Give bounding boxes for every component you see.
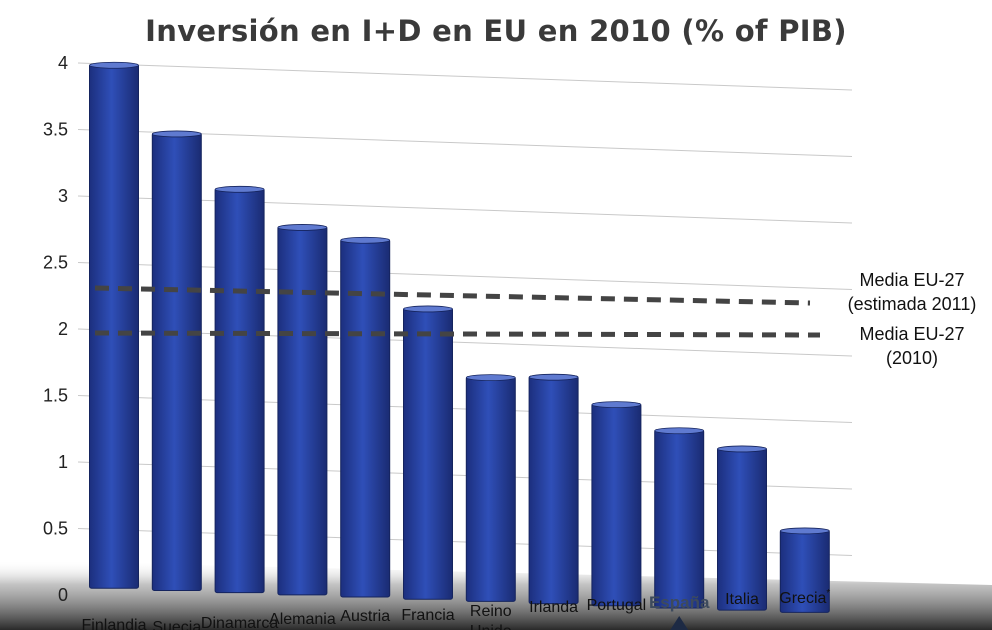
bar-top — [465, 374, 516, 382]
bar-reino-unido — [465, 374, 516, 602]
y-tick-label: 1 — [58, 452, 68, 472]
x-tick-label: Irlanda — [529, 599, 578, 616]
bar — [591, 403, 642, 607]
bar-francia — [403, 305, 453, 600]
y-tick-label: 2.5 — [43, 253, 68, 273]
y-tick-label: 1.5 — [43, 386, 68, 406]
reference-line — [94, 330, 821, 338]
bar — [214, 187, 265, 594]
reference-line-label: (2010) — [886, 348, 938, 368]
bar-top — [89, 61, 139, 69]
bar — [465, 376, 516, 602]
reference-line-label: Media EU-27 — [859, 270, 964, 290]
bar-suecia — [151, 130, 202, 591]
bar-top — [654, 427, 705, 435]
x-tick-label: Francia — [401, 607, 454, 624]
bar — [89, 63, 139, 589]
x-tick-label: Grecia* — [779, 588, 830, 607]
gridline — [77, 62, 853, 91]
bar-top — [151, 130, 202, 138]
reference-line-label: (estimada 2011) — [848, 294, 977, 314]
gridline — [77, 129, 853, 157]
bar-top — [403, 305, 453, 313]
gridline — [77, 395, 853, 423]
bar — [277, 225, 328, 596]
y-axis-ticks: 0 0.5 1 1.5 2 2.5 3 3.5 4 — [43, 53, 68, 605]
gridline — [77, 328, 853, 357]
bar-top — [214, 185, 265, 193]
x-tick-label: Portugal — [587, 597, 647, 614]
highlight-arrow-icon — [670, 616, 689, 630]
y-tick-label: 2 — [58, 319, 68, 339]
reference-lines: Media EU-27 (estimada 2011) Media EU-27 (20… — [94, 270, 977, 368]
x-tick-label: ReinoUnido — [470, 603, 512, 630]
bar — [717, 447, 767, 611]
gridline — [77, 262, 853, 290]
x-tick-label: Italia — [725, 591, 759, 608]
x-tick-label: Austria — [340, 608, 390, 625]
gridline — [77, 195, 853, 224]
y-tick-label: 4 — [58, 53, 68, 73]
y-tick-label: 3 — [58, 186, 68, 206]
x-tick-label: España — [649, 593, 710, 612]
bar-top — [591, 401, 642, 409]
x-tick-label: Finlandia — [82, 617, 147, 630]
x-tick-label: Dinamarca — [201, 615, 278, 630]
bar-irlanda — [528, 373, 579, 605]
bar-portugal — [591, 401, 642, 607]
bar-top — [717, 445, 767, 453]
bar-grecia — [779, 527, 830, 613]
bar-top — [277, 224, 328, 231]
bar-finlandia — [89, 61, 139, 589]
bar-dinamarca — [214, 185, 265, 594]
bar — [151, 132, 202, 591]
bar-espana — [654, 427, 705, 609]
bar-top — [528, 373, 579, 381]
bar-top — [779, 527, 830, 535]
bar-top — [340, 236, 391, 244]
bar — [528, 375, 579, 605]
y-tick-label: 0 — [58, 585, 68, 605]
bar-alemania — [277, 224, 328, 596]
reference-line — [94, 285, 811, 306]
bars — [89, 61, 830, 613]
bar — [403, 307, 453, 600]
y-tick-label: 0.5 — [43, 519, 68, 539]
y-tick-label: 3.5 — [43, 120, 68, 140]
x-tick-label: Suecia — [152, 619, 201, 630]
bar — [654, 429, 705, 609]
bar-italia — [717, 445, 767, 611]
x-tick-label: Alemania — [269, 611, 336, 628]
bar-austria — [340, 236, 391, 598]
chart-title: Inversión en I+D en EU en 2010 (% of PIB… — [145, 14, 847, 48]
reference-line-label: Media EU-27 — [859, 324, 964, 344]
